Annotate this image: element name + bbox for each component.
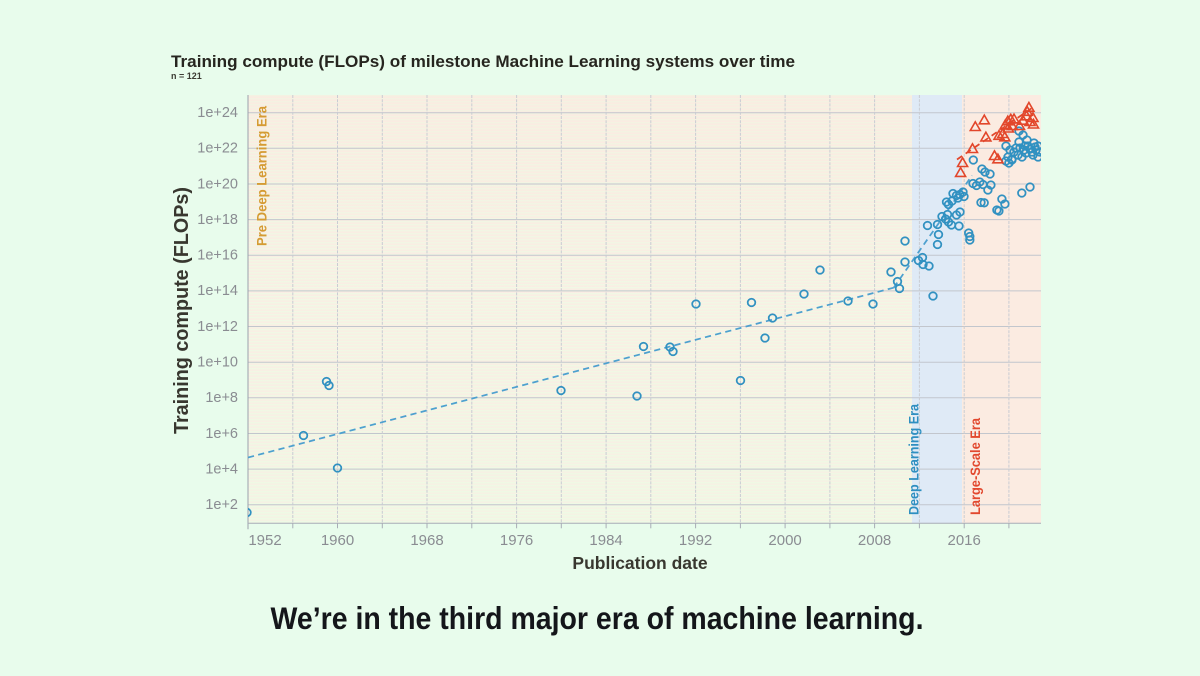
svg-text:Training compute (FLOPs): Training compute (FLOPs): [171, 187, 193, 434]
svg-text:2016: 2016: [948, 532, 981, 549]
svg-text:1e+20: 1e+20: [197, 176, 238, 192]
svg-text:1984: 1984: [589, 532, 622, 549]
svg-text:n = 121: n = 121: [171, 71, 202, 81]
svg-text:1968: 1968: [410, 532, 443, 549]
svg-text:1976: 1976: [500, 532, 533, 549]
svg-text:1960: 1960: [321, 532, 354, 549]
svg-text:We’re in the third major era o: We’re in the third major era of machine …: [271, 601, 924, 636]
svg-text:2000: 2000: [768, 532, 801, 549]
svg-text:1e+8: 1e+8: [205, 390, 238, 406]
svg-text:1e+4: 1e+4: [205, 461, 238, 477]
svg-text:2008: 2008: [858, 532, 891, 549]
svg-text:Pre Deep Learning Era: Pre Deep Learning Era: [255, 106, 270, 246]
svg-text:1e+24: 1e+24: [197, 105, 238, 121]
svg-text:Deep Learning Era: Deep Learning Era: [907, 404, 922, 515]
svg-text:1e+14: 1e+14: [197, 283, 238, 299]
svg-text:1e+6: 1e+6: [205, 426, 238, 442]
svg-text:Training compute (FLOPs) of mi: Training compute (FLOPs) of milestone Ma…: [171, 53, 795, 71]
svg-text:Large-Scale Era: Large-Scale Era: [968, 418, 983, 515]
svg-text:1e+12: 1e+12: [197, 319, 238, 335]
svg-text:1e+16: 1e+16: [197, 248, 238, 264]
svg-text:Publication date: Publication date: [572, 553, 707, 573]
svg-text:1e+10: 1e+10: [197, 355, 238, 371]
svg-text:1e+2: 1e+2: [205, 497, 238, 513]
svg-text:1992: 1992: [679, 532, 712, 549]
svg-text:1e+18: 1e+18: [197, 212, 238, 228]
svg-text:1e+22: 1e+22: [197, 141, 238, 157]
svg-text:1952: 1952: [248, 532, 281, 549]
